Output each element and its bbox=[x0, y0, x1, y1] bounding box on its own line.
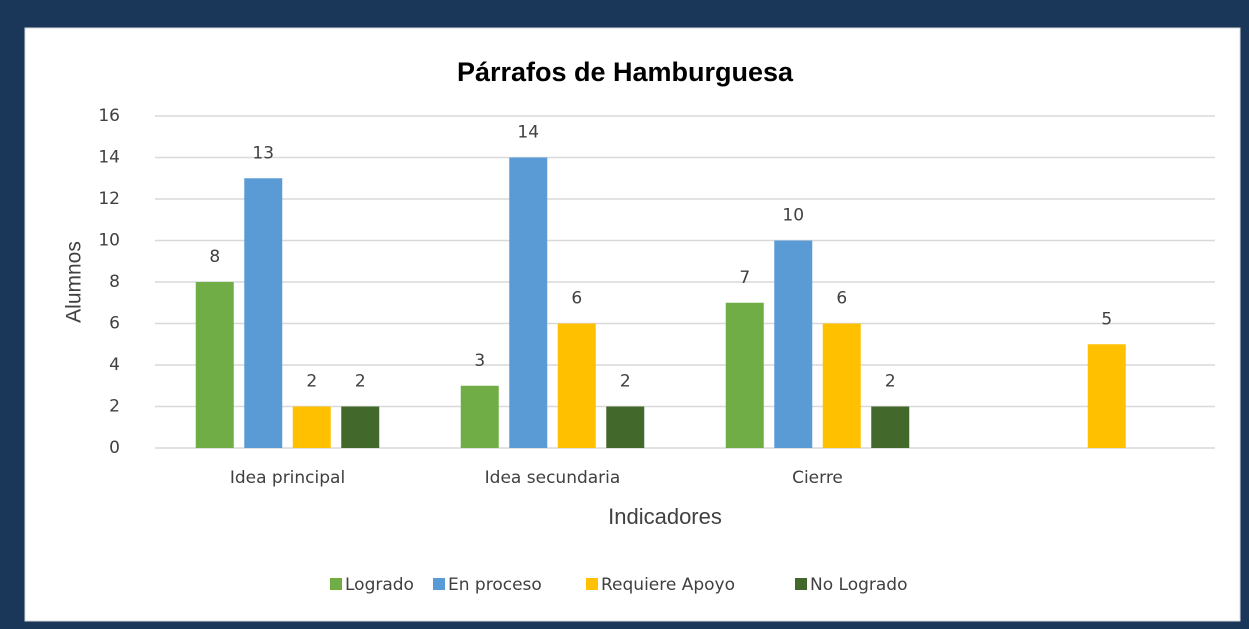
y-tick-label: 14 bbox=[98, 148, 120, 168]
data-label: 13 bbox=[252, 143, 274, 163]
bar bbox=[460, 385, 499, 448]
legend-swatch bbox=[433, 578, 445, 590]
chart-title: Párrafos de Hamburguesa bbox=[457, 57, 794, 87]
data-label: 5 bbox=[1101, 309, 1112, 329]
data-label: 2 bbox=[355, 372, 366, 392]
y-tick-label: 12 bbox=[98, 189, 120, 209]
bar bbox=[292, 406, 331, 448]
y-tick-label: 8 bbox=[109, 272, 120, 292]
bar bbox=[774, 240, 813, 448]
bar bbox=[557, 323, 596, 448]
x-axis-label: Indicadores bbox=[608, 504, 722, 529]
bar bbox=[606, 406, 645, 448]
legend-swatch bbox=[795, 578, 807, 590]
legend-label: No Logrado bbox=[810, 575, 907, 595]
x-tick-label: Cierre bbox=[792, 468, 843, 488]
data-label: 10 bbox=[782, 206, 804, 226]
bar bbox=[195, 282, 234, 448]
x-tick-label: Idea secundaria bbox=[485, 468, 621, 488]
legend-label: Requiere Apoyo bbox=[601, 575, 735, 595]
bar bbox=[871, 406, 910, 448]
y-axis-label: Alumnos bbox=[63, 241, 86, 323]
legend-label: Logrado bbox=[345, 575, 414, 595]
y-tick-label: 16 bbox=[98, 106, 120, 126]
bar bbox=[1087, 344, 1126, 448]
x-tick-label: Idea principal bbox=[230, 468, 345, 488]
data-label: 14 bbox=[517, 123, 539, 143]
bar bbox=[341, 406, 380, 448]
bar bbox=[822, 323, 861, 448]
legend-swatch bbox=[586, 578, 598, 590]
bar bbox=[725, 302, 764, 448]
y-tick-label: 0 bbox=[109, 438, 120, 458]
data-label: 8 bbox=[209, 247, 220, 267]
legend-swatch bbox=[330, 578, 342, 590]
data-label: 3 bbox=[474, 351, 485, 371]
legend-label: En proceso bbox=[448, 575, 542, 595]
data-label: 7 bbox=[739, 268, 750, 288]
y-tick-label: 2 bbox=[109, 397, 120, 417]
y-tick-label: 4 bbox=[109, 355, 120, 375]
bar bbox=[509, 157, 548, 448]
data-label: 6 bbox=[836, 289, 847, 309]
data-label: 2 bbox=[306, 372, 317, 392]
y-tick-label: 10 bbox=[98, 231, 120, 251]
data-label: 6 bbox=[571, 289, 582, 309]
data-label: 2 bbox=[620, 372, 631, 392]
y-tick-label: 6 bbox=[109, 314, 120, 334]
data-label: 2 bbox=[885, 372, 896, 392]
bar bbox=[244, 178, 283, 448]
